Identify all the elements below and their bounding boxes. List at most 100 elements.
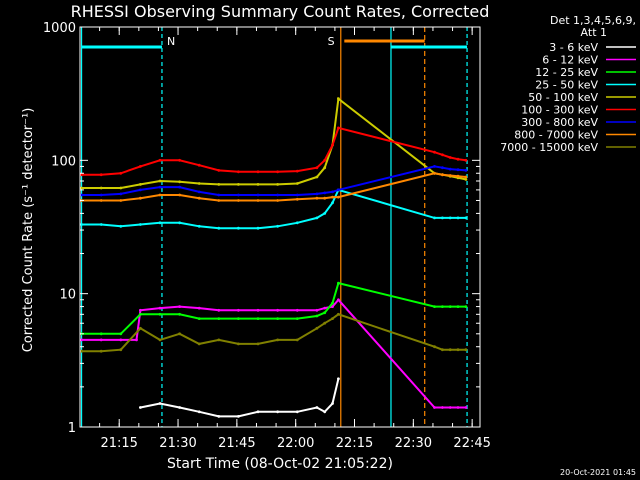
legend-label-6: 300 - 800 keV xyxy=(521,116,598,129)
series-line-0-0 xyxy=(140,378,340,418)
data-point-7-0-14 xyxy=(331,195,334,199)
data-point-3-0-9 xyxy=(256,226,260,230)
data-point-5-0-17 xyxy=(441,153,444,157)
data-point-5-0-12 xyxy=(315,166,319,170)
data-point-4-0-3 xyxy=(139,183,142,186)
data-point-0-0-5 xyxy=(237,415,240,418)
data-point-3-0-20 xyxy=(464,216,468,220)
data-point-8-0-15 xyxy=(337,312,340,316)
y-tick-label-2: 100 xyxy=(51,154,76,169)
data-point-3-0-1 xyxy=(99,223,103,226)
data-point-7-0-1 xyxy=(99,199,103,202)
data-point-5-0-11 xyxy=(295,169,299,173)
data-point-4-0-9 xyxy=(256,183,260,186)
x-tick-label-6: 22:45 xyxy=(453,436,490,451)
data-point-5-0-6 xyxy=(197,163,201,167)
data-point-8-0-13 xyxy=(323,321,327,325)
data-point-8-0-6 xyxy=(197,342,201,346)
data-point-6-0-3 xyxy=(139,188,142,192)
data-point-6-0-9 xyxy=(256,193,260,197)
data-point-1-0-14 xyxy=(323,306,327,310)
data-point-7-0-6 xyxy=(197,196,201,200)
data-point-5-0-20 xyxy=(464,158,468,162)
data-point-4-0-15 xyxy=(337,97,340,101)
data-point-2-0-11 xyxy=(295,317,299,320)
data-point-3-0-3 xyxy=(139,223,142,226)
data-point-8-0-5 xyxy=(178,332,182,336)
data-point-4-0-5 xyxy=(178,180,182,184)
legend-label-7: 800 - 7000 keV xyxy=(514,129,598,142)
series-line-4-0 xyxy=(81,96,467,189)
data-point-0-0-11 xyxy=(331,402,334,405)
data-point-3-0-2 xyxy=(119,224,123,228)
data-point-3-0-12 xyxy=(315,216,319,220)
data-point-1-0-18 xyxy=(441,406,444,409)
data-point-6-0-1 xyxy=(99,193,103,197)
data-point-0-0-6 xyxy=(256,410,260,414)
legend-header-line-2: Att 1 xyxy=(581,26,607,39)
data-point-2-0-6 xyxy=(197,317,201,320)
data-point-5-0-19 xyxy=(456,157,460,161)
data-point-1-0-0 xyxy=(80,338,83,342)
data-point-5-0-10 xyxy=(276,170,279,174)
data-point-7-0-12 xyxy=(315,196,319,200)
data-point-8-0-0 xyxy=(80,349,83,353)
series-line-7-0 xyxy=(81,172,467,202)
data-point-7-0-5 xyxy=(178,193,182,197)
data-point-3-0-8 xyxy=(237,226,240,230)
y-axis-label: Corrected Count Rate (s⁻¹ detector⁻¹) xyxy=(21,108,36,353)
data-point-6-0-4 xyxy=(158,185,162,189)
data-point-1-0-4 xyxy=(139,308,142,312)
annotation-n: N xyxy=(167,35,175,48)
x-tick-label-2: 21:45 xyxy=(218,436,255,451)
legend-label-8: 7000 - 15000 keV xyxy=(500,141,598,154)
data-point-6-0-5 xyxy=(178,185,182,189)
data-point-8-0-7 xyxy=(217,338,221,342)
data-point-5-0-4 xyxy=(158,158,162,162)
data-point-1-0-7 xyxy=(197,306,201,310)
data-point-2-0-13 xyxy=(323,311,327,315)
data-point-6-0-18 xyxy=(448,167,452,171)
data-point-2-0-17 xyxy=(441,305,444,308)
data-point-8-0-14 xyxy=(331,317,334,320)
x-tick-label-4: 22:15 xyxy=(336,436,373,451)
data-point-8-0-20 xyxy=(464,348,468,352)
data-point-3-0-10 xyxy=(276,224,279,228)
data-point-7-0-7 xyxy=(217,199,221,202)
legend-header-line-1: Det 1,3,4,5,6,9, xyxy=(550,14,636,27)
data-point-8-0-18 xyxy=(448,348,452,352)
data-point-7-0-16 xyxy=(433,171,436,175)
legend-label-3: 25 - 50 keV xyxy=(535,79,598,92)
data-point-8-0-9 xyxy=(256,342,260,346)
data-point-8-0-17 xyxy=(441,348,444,352)
legend-label-1: 6 - 12 keV xyxy=(542,54,598,67)
data-point-1-0-2 xyxy=(119,338,123,342)
data-point-4-0-13 xyxy=(323,166,327,170)
x-tick-label-0: 21:15 xyxy=(100,436,137,451)
data-point-1-0-21 xyxy=(464,406,468,409)
data-point-2-0-5 xyxy=(178,312,182,316)
data-point-0-0-12 xyxy=(337,377,340,381)
data-point-1-0-5 xyxy=(158,306,162,310)
data-point-7-0-2 xyxy=(119,199,123,202)
data-point-6-0-0 xyxy=(80,193,83,197)
data-point-6-0-19 xyxy=(456,168,460,172)
annotation-s: S xyxy=(328,35,335,48)
data-point-3-0-7 xyxy=(217,226,221,230)
data-point-3-0-18 xyxy=(448,216,452,220)
data-point-7-0-19 xyxy=(456,174,460,178)
data-point-7-0-11 xyxy=(295,197,299,201)
data-point-6-0-14 xyxy=(331,190,334,194)
data-point-4-0-2 xyxy=(119,186,123,190)
data-point-7-0-17 xyxy=(441,173,444,177)
data-point-3-0-6 xyxy=(197,224,201,228)
series-line-5-0 xyxy=(81,126,467,176)
data-point-7-0-10 xyxy=(276,199,279,202)
footer-timestamp: 20-Oct-2021 01:45 xyxy=(560,468,636,477)
data-point-3-0-19 xyxy=(456,216,460,220)
data-point-2-0-8 xyxy=(237,317,240,320)
data-point-4-0-12 xyxy=(315,175,319,179)
data-point-6-0-20 xyxy=(464,169,468,172)
